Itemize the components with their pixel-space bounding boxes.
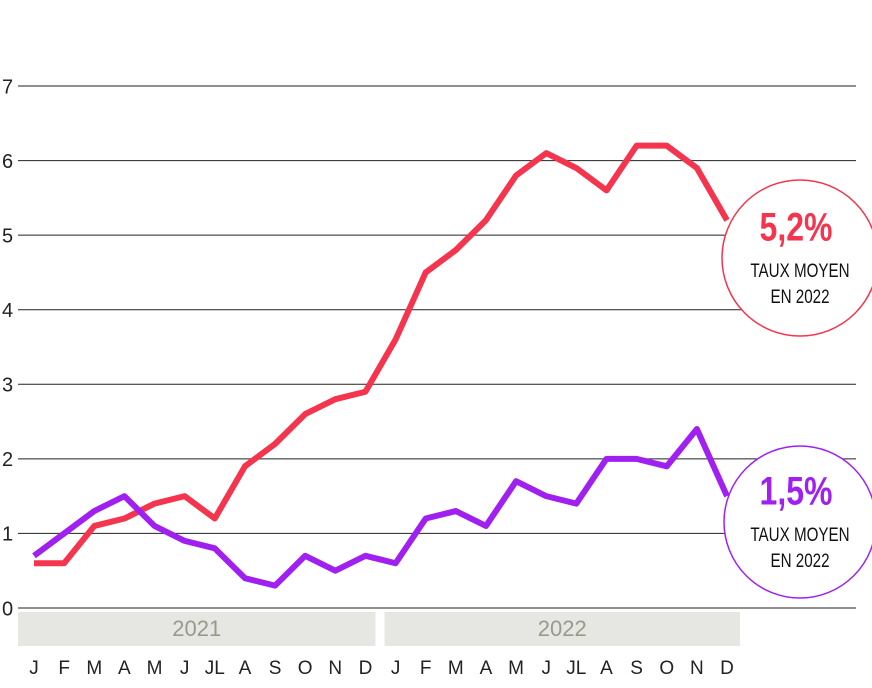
y-tick-label: 6 [2, 151, 13, 173]
x-tick-label: JL [205, 658, 225, 679]
annotation-line2: EN 2022 [770, 549, 829, 571]
annotation-circle [723, 445, 872, 599]
x-tick-label: JL [566, 658, 586, 679]
x-tick-label: S [630, 658, 643, 679]
x-tick-label: A [239, 658, 252, 679]
year-label: 2022 [538, 616, 587, 641]
x-tick-label: A [600, 658, 613, 679]
x-tick-label: N [328, 658, 342, 679]
x-tick-label: D [720, 658, 734, 679]
x-tick-label: J [391, 658, 401, 679]
y-tick-label: 7 [2, 76, 13, 98]
x-tick-label: O [298, 658, 313, 679]
x-tick-label: J [541, 658, 551, 679]
annotation-circle [721, 179, 872, 337]
y-tick-label: 3 [2, 375, 13, 397]
x-tick-label: J [180, 658, 190, 679]
y-tick-label: 0 [2, 598, 13, 620]
line [34, 142, 730, 567]
year-band [18, 612, 376, 646]
year-label: 2021 [172, 616, 221, 641]
x-tick-label: F [420, 658, 432, 679]
y-tick-label: 1 [2, 524, 13, 546]
x-tick-label: A [118, 658, 131, 679]
line [32, 426, 730, 589]
x-tick-label: O [659, 658, 674, 679]
y-tick-label: 2 [2, 449, 13, 471]
x-tick-label: F [58, 658, 70, 679]
x-tick-label: D [359, 658, 373, 679]
x-tick-label: J [29, 658, 39, 679]
x-tick-label: M [448, 658, 464, 679]
x-tick-label: A [480, 658, 493, 679]
x-tick-label: M [86, 658, 102, 679]
annotation-value: 5,2% [760, 204, 833, 249]
x-tick-label: M [508, 658, 524, 679]
year-band [384, 612, 740, 646]
x-tick-label: S [269, 658, 282, 679]
annotation-value: 1,5% [760, 468, 833, 513]
y-tick-label: 5 [2, 225, 13, 247]
annotation-line1: TAUX MOYEN [750, 259, 849, 281]
annotation-line1: TAUX MOYEN [750, 523, 849, 545]
x-tick-label: N [690, 658, 704, 679]
y-tick-label: 4 [2, 300, 13, 322]
annotation-line2: EN 2022 [770, 285, 829, 307]
x-tick-label: M [147, 658, 163, 679]
